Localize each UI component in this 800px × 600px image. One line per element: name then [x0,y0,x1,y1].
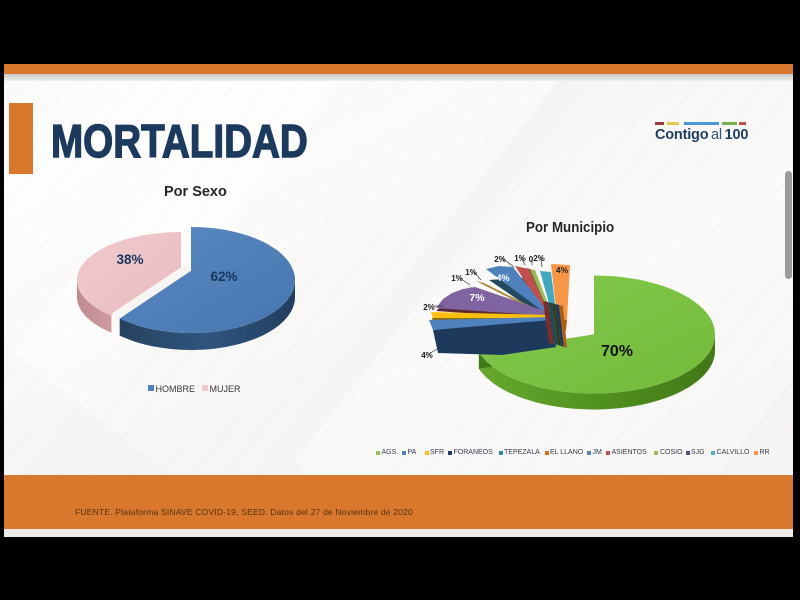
svg-text:7%: 7% [469,292,485,304]
svg-text:62%: 62% [210,269,237,284]
svg-text:38%: 38% [116,252,143,267]
svg-text:4%: 4% [496,273,509,283]
svg-text:2%: 2% [494,255,506,264]
svg-text:1%: 1% [514,254,526,263]
svg-text:0: 0 [529,255,534,264]
svg-text:4%: 4% [421,351,433,360]
svg-text:1%: 1% [465,268,477,277]
svg-text:4%: 4% [556,265,569,275]
svg-text:2%: 2% [533,254,545,263]
svg-text:2%: 2% [423,303,435,312]
svg-text:70%: 70% [601,343,633,360]
svg-text:1%: 1% [451,274,463,283]
